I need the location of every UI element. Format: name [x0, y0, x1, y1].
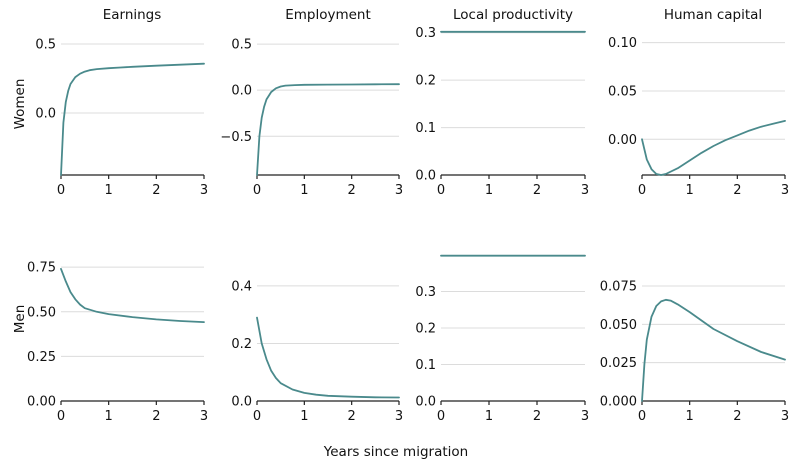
- panel-men-human-capital: 0.000 0.025 0.050 0.075 0 1 2 3: [600, 280, 789, 424]
- x-tick-label: 0: [253, 183, 261, 198]
- x-tick-label: 2: [348, 183, 356, 198]
- x-tick-label: 1: [485, 409, 493, 424]
- x-tick-label: 0: [57, 183, 65, 198]
- x-tick-label: 3: [581, 183, 589, 198]
- y-tick-label: 0.05: [608, 84, 637, 99]
- x-tick-label: 2: [733, 183, 741, 198]
- series-line: [60, 62, 205, 176]
- y-tick-label: −0.5: [220, 130, 252, 145]
- y-tick-label: 0.0: [415, 395, 436, 410]
- x-tick-label: 0: [437, 183, 445, 198]
- x-tick-label: 3: [200, 409, 208, 424]
- column-title-local-productivity: Local productivity: [453, 7, 573, 23]
- x-tick-label: 3: [395, 409, 403, 424]
- column-title-employment: Employment: [285, 7, 371, 23]
- x-tick-label: 0: [437, 409, 445, 424]
- y-tick-label: 0.1: [415, 121, 436, 136]
- y-tick-label: 0.000: [600, 395, 637, 410]
- column-title-earnings: Earnings: [103, 7, 162, 23]
- x-tick-label: 3: [200, 183, 208, 198]
- y-tick-label: 0.2: [415, 74, 436, 89]
- x-tick-label: 1: [105, 409, 113, 424]
- x-tick-label: 2: [348, 409, 356, 424]
- y-tick-label: 0.3: [415, 26, 436, 41]
- panel-women-local-productivity: 0.0 0.1 0.2 0.3 0 1 2 3: [415, 26, 589, 198]
- y-tick-label: 0.1: [415, 358, 436, 373]
- row-label-men: Men: [12, 305, 28, 334]
- x-tick-label: 3: [781, 409, 789, 424]
- y-tick-label: 0.00: [608, 133, 637, 148]
- y-tick-label: 0.5: [35, 38, 56, 53]
- panel-men-employment: 0.0 0.2 0.4 0 1 2 3: [231, 279, 403, 424]
- x-tick-label: 2: [533, 183, 541, 198]
- y-tick-label: 0.5: [231, 38, 252, 53]
- y-tick-label: 0.0: [231, 395, 252, 410]
- y-tick-label: 0.075: [600, 280, 637, 295]
- column-titles: Earnings Employment Local productivity H…: [103, 7, 762, 23]
- x-tick-label: 1: [300, 183, 308, 198]
- x-tick-label: 1: [686, 409, 694, 424]
- y-tick-label: 0.025: [600, 356, 637, 371]
- series-line: [256, 316, 400, 399]
- x-axis-label: Years since migration: [323, 444, 468, 460]
- x-tick-label: 3: [781, 183, 789, 198]
- panel-women-employment: −0.5 0.0 0.5 0 1 2 3: [220, 38, 403, 198]
- series-line: [60, 267, 205, 324]
- series-line: [641, 120, 786, 176]
- x-tick-label: 1: [300, 409, 308, 424]
- x-tick-label: 0: [253, 409, 261, 424]
- y-tick-label: 0.050: [600, 318, 637, 333]
- x-tick-label: 1: [686, 183, 694, 198]
- y-tick-label: 0.25: [27, 350, 56, 365]
- y-tick-label: 0.0: [231, 84, 252, 99]
- y-tick-label: 0.0: [415, 169, 436, 184]
- row-label-women: Women: [12, 79, 28, 130]
- y-tick-label: 0.4: [231, 279, 252, 294]
- x-tick-label: 3: [581, 409, 589, 424]
- panel-women-earnings: 0.0 0.5 0 1 2 3: [35, 38, 208, 198]
- y-tick-label: 0.3: [415, 285, 436, 300]
- x-tick-label: 0: [638, 409, 646, 424]
- x-tick-label: 3: [395, 183, 403, 198]
- x-tick-label: 1: [485, 183, 493, 198]
- series-line: [641, 298, 786, 402]
- x-tick-label: 0: [638, 183, 646, 198]
- y-tick-label: 0.0: [35, 106, 56, 121]
- x-tick-label: 2: [152, 409, 160, 424]
- panels: 0.00.50 1 2 3−0.50.00.50 1 2 30.00.10.20.30 1 2 3…: [27, 26, 789, 424]
- column-title-human-capital: Human capital: [664, 7, 762, 23]
- x-tick-label: 0: [57, 409, 65, 424]
- y-tick-label: 0.2: [415, 322, 436, 337]
- y-tick-label: 0.00: [27, 395, 56, 410]
- panel-men-earnings: 0.00 0.25 0.50 0.75 0 1 2 3: [27, 261, 208, 424]
- x-tick-label: 2: [152, 183, 160, 198]
- x-tick-label: 2: [733, 409, 741, 424]
- panel-women-human-capital: 0.00 0.05 0.10 0 1 2 3: [608, 36, 789, 198]
- y-tick-label: 0.2: [231, 337, 252, 352]
- x-tick-label: 1: [105, 183, 113, 198]
- y-tick-label: 0.10: [608, 36, 637, 51]
- y-tick-label: 0.50: [27, 305, 56, 320]
- y-tick-label: 0.75: [27, 261, 56, 276]
- panel-men-local-productivity: 0.0 0.1 0.2 0.3 0 1 2 3: [415, 254, 589, 424]
- x-tick-label: 2: [533, 409, 541, 424]
- series-line: [256, 83, 400, 176]
